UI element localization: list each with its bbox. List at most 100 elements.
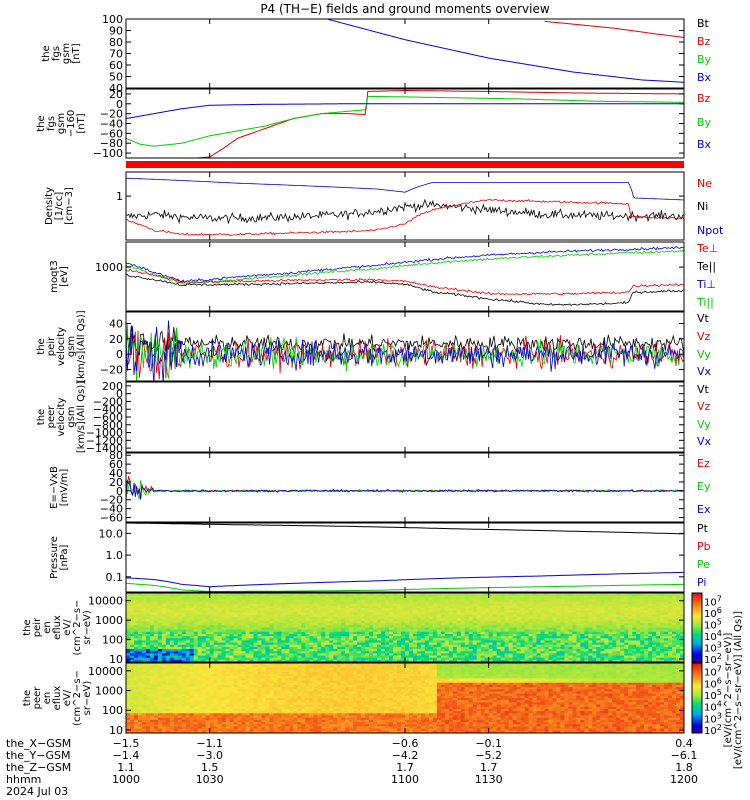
ylabel-peer-velocity: the	[36, 409, 47, 425]
legend-peir-velocity-Vy: Vy	[697, 348, 711, 361]
ytick-label-fgs-gsm: −20	[100, 108, 123, 121]
ytick-label-fgs-gsm: −80	[100, 137, 123, 150]
ytick-label-peer-velocity: 200	[102, 380, 123, 393]
legend-peer-velocity-Vy: Vy	[697, 418, 711, 431]
panel-pressure: 0.1 1.0 10.0 Pressure [nPa] Pt Pb Pe Pi	[49, 522, 711, 593]
ytick-label-efield: 80	[109, 449, 123, 462]
ylabel-peir-velocity: gsm	[66, 336, 77, 357]
ytick-label-peer-en-eflux: 1000	[95, 685, 123, 698]
legend-temperature-Ti⊥: Ti⊥	[696, 278, 716, 291]
panel-density: 1 Density [1/cc] [cm−3] Ne Ni Npot	[44, 171, 724, 241]
xrow-value-0: 0.4	[675, 737, 693, 750]
xrow-value-0: −0.6	[392, 737, 419, 750]
ylabel-peir-en-eflux: eV/	[62, 619, 73, 636]
colorbar-label-peer-en-eflux: 107	[704, 665, 722, 679]
ylabel-peer-en-eflux: sr−eV)	[82, 681, 93, 716]
series-density-Ni	[126, 198, 684, 225]
ylabel-peir-en-eflux: the	[22, 619, 33, 635]
xrow-value-3: 1030	[196, 773, 224, 786]
colorbar-label-peer-en-eflux: 102	[704, 723, 722, 737]
colorbar-label-peir-en-eflux: 104	[704, 629, 722, 643]
ytick-label-pressure: 1.0	[106, 549, 124, 562]
legend-temperature-Ti||: Ti||	[696, 296, 714, 309]
series-fgs-dsl-Bx	[327, 19, 684, 83]
legend-temperature-Te⊥: Te⊥	[696, 242, 718, 255]
ytick-label-peer-velocity: −800	[93, 419, 123, 432]
legend-pressure-Pe: Pe	[697, 558, 710, 571]
ytick-label-fgs-dsl: 50	[109, 71, 123, 84]
ylabel-fgs-dsl: gsm	[61, 43, 72, 64]
legend-fgs-dsl-Bx: Bx	[697, 71, 712, 84]
ytick-label-temperature: 1000	[95, 261, 123, 274]
ytick-label-efield: −40	[100, 503, 123, 516]
ytick-label-peer-velocity: −1400	[86, 442, 123, 455]
figure-title: P4 (TH−E) fields and ground moments over…	[260, 2, 550, 16]
ytick-label-pressure: 10.0	[99, 527, 124, 540]
panel-temperature: 1000 moqt3 [eV] Te⊥ Te|| Ti⊥ Ti||	[49, 241, 718, 312]
ytick-label-peir-velocity: 0	[116, 348, 123, 361]
xrow-value-2: 1.5	[201, 761, 219, 774]
xrow-value-3: 1100	[391, 773, 419, 786]
colorbar-unit-label: [eV/(cm^2−s−sr−eV)] (All Qs)]	[733, 611, 744, 769]
ytick-label-fgs-dsl: 40	[109, 82, 123, 95]
ytick-label-peir-velocity: 20	[109, 333, 123, 346]
ytick-label-fgs-dsl: 70	[109, 48, 123, 61]
panel-peer-en-eflux: 10 100 1000 10000 the peer en eflux eV/(cm^2−s− s…	[22, 662, 722, 737]
ytick-label-peer-velocity: −400	[93, 403, 123, 416]
series-group-peir-velocity	[126, 320, 684, 381]
ylabel-density: Density	[44, 187, 55, 225]
ytick-label-peer-en-eflux: 10	[109, 724, 123, 737]
ylabel-pressure: Pressure	[49, 536, 60, 579]
colorbar-label-peer-en-eflux: 103	[704, 711, 722, 725]
ylabel-fgs-gsm: [nT]	[76, 113, 87, 133]
ytick-label-peir-en-eflux: 100	[102, 634, 123, 647]
legend-pressure-Pi: Pi	[697, 576, 706, 589]
series-peir-velocity-Vz	[126, 330, 684, 380]
series-group-fgs-gsm	[126, 90, 684, 158]
series-fgs-gsm-By	[126, 95, 684, 147]
ylabel-peer-velocity: velocity	[56, 397, 67, 436]
ylabel-peir-en-eflux: eflux	[52, 615, 63, 640]
series-temperature-Te||	[126, 273, 684, 307]
colorbar-label-peer-en-eflux: 105	[704, 688, 722, 702]
legend-peir-velocity-Vz: Vz	[697, 330, 711, 343]
xrow-value-1: −4.2	[392, 749, 419, 762]
ytick-label-peir-en-eflux: 10	[109, 653, 123, 666]
ytick-label-fgs-dsl: 80	[109, 36, 123, 49]
ylabel-peir-en-eflux: sr−eV)	[82, 610, 93, 645]
xrow-value-0: −1.1	[196, 737, 223, 750]
ylabel-fgs-dsl: fgs	[51, 46, 62, 61]
ylabel-peer-en-eflux: eV/	[62, 689, 73, 706]
ytick-label-peer-velocity: −1000	[86, 427, 123, 440]
xrow-label-1: the_Y−GSM	[6, 749, 71, 762]
frame-peer-velocity	[125, 381, 685, 453]
ytick-label-fgs-gsm: 20	[109, 88, 123, 101]
xrow-value-1: −5.2	[475, 749, 502, 762]
legend-peer-velocity-Vz: Vz	[697, 400, 711, 413]
ylabel-density: [cm−3]	[64, 187, 75, 225]
ytick-label-peir-velocity: 40	[109, 318, 123, 331]
series-density-Ne	[126, 198, 684, 236]
xrow-value-3: 1200	[670, 773, 698, 786]
ratio-bar	[126, 161, 684, 168]
colorbar-unit-label: [eV/(cm^2−s−sr−eV)]	[723, 633, 734, 748]
ylabel-peir-velocity: velocity	[56, 327, 67, 366]
ytick-label-efield: −20	[100, 494, 123, 507]
ytick-label-peer-velocity: −600	[93, 411, 123, 424]
colorbar-label-peer-en-eflux: 104	[704, 700, 722, 714]
ytick-label-peir-velocity: −20	[100, 364, 123, 377]
ytick-label-fgs-gsm: 0	[116, 98, 123, 111]
legend-pressure-Pt: Pt	[697, 522, 709, 535]
ylabel-fgs-gsm: fgs	[46, 116, 57, 131]
ylabel-fgs-gsm: the	[36, 115, 47, 131]
ylabel-peer-en-eflux: peer	[32, 686, 43, 710]
ytick-label-fgs-dsl: 100	[102, 13, 123, 26]
spectrogram-peer-en-eflux	[126, 663, 684, 733]
ylabel-peer-en-eflux: the	[22, 690, 33, 706]
ytick-label-efield: −60	[100, 512, 123, 525]
legend-peir-velocity-Vt: Vt	[697, 312, 710, 325]
